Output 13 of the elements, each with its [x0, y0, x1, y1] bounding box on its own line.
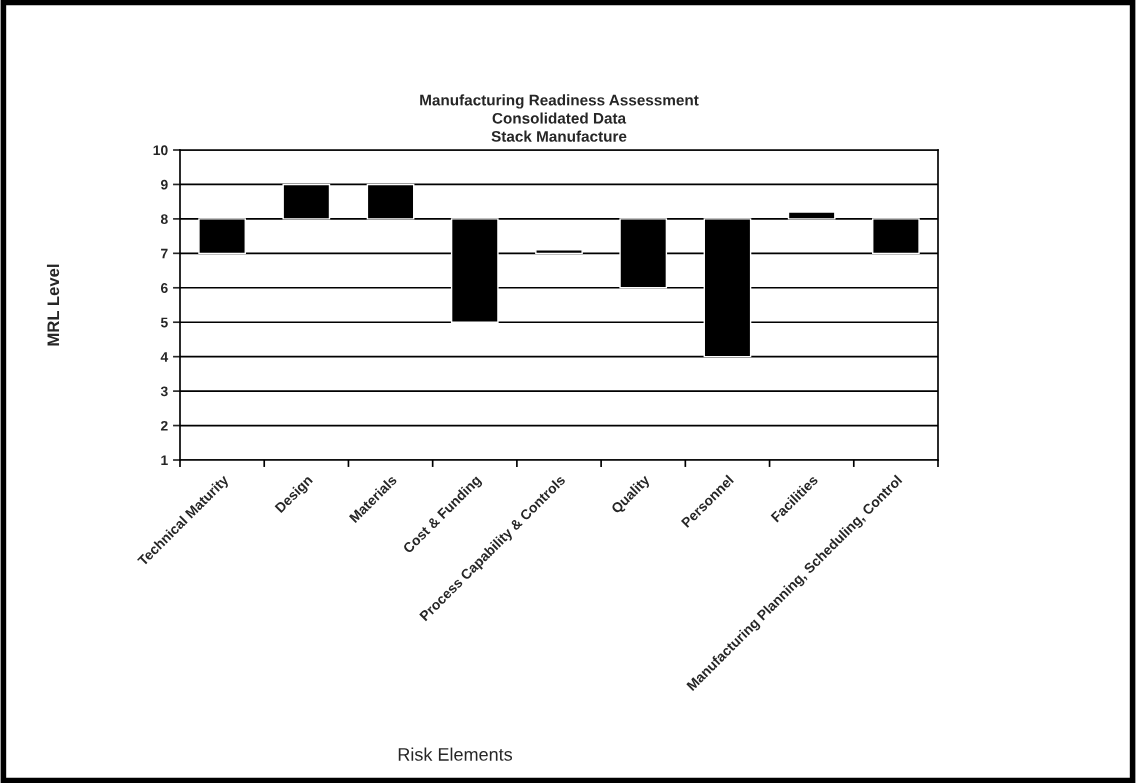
y-tick-label: 4: [160, 352, 169, 362]
y-tick-label: 1: [161, 455, 168, 466]
y-tick-label: 2: [160, 420, 168, 431]
y-tick-label: 10: [153, 145, 168, 156]
y-tick-label: 3: [160, 386, 168, 397]
y-tick-label: 8: [160, 214, 168, 225]
y-tick-label: 7: [161, 248, 168, 259]
y-tick-label: 6: [160, 283, 168, 293]
chart-title: Manufacturing Readiness Assessment Consolidated Data Stack Manufacture: [420, 94, 699, 142]
x-axis-title: Risk Elements: [398, 747, 513, 761]
y-tick-label: 9: [160, 179, 168, 190]
y-axis-title: MRL Level: [46, 264, 60, 346]
y-tick-label: 5: [160, 317, 168, 328]
